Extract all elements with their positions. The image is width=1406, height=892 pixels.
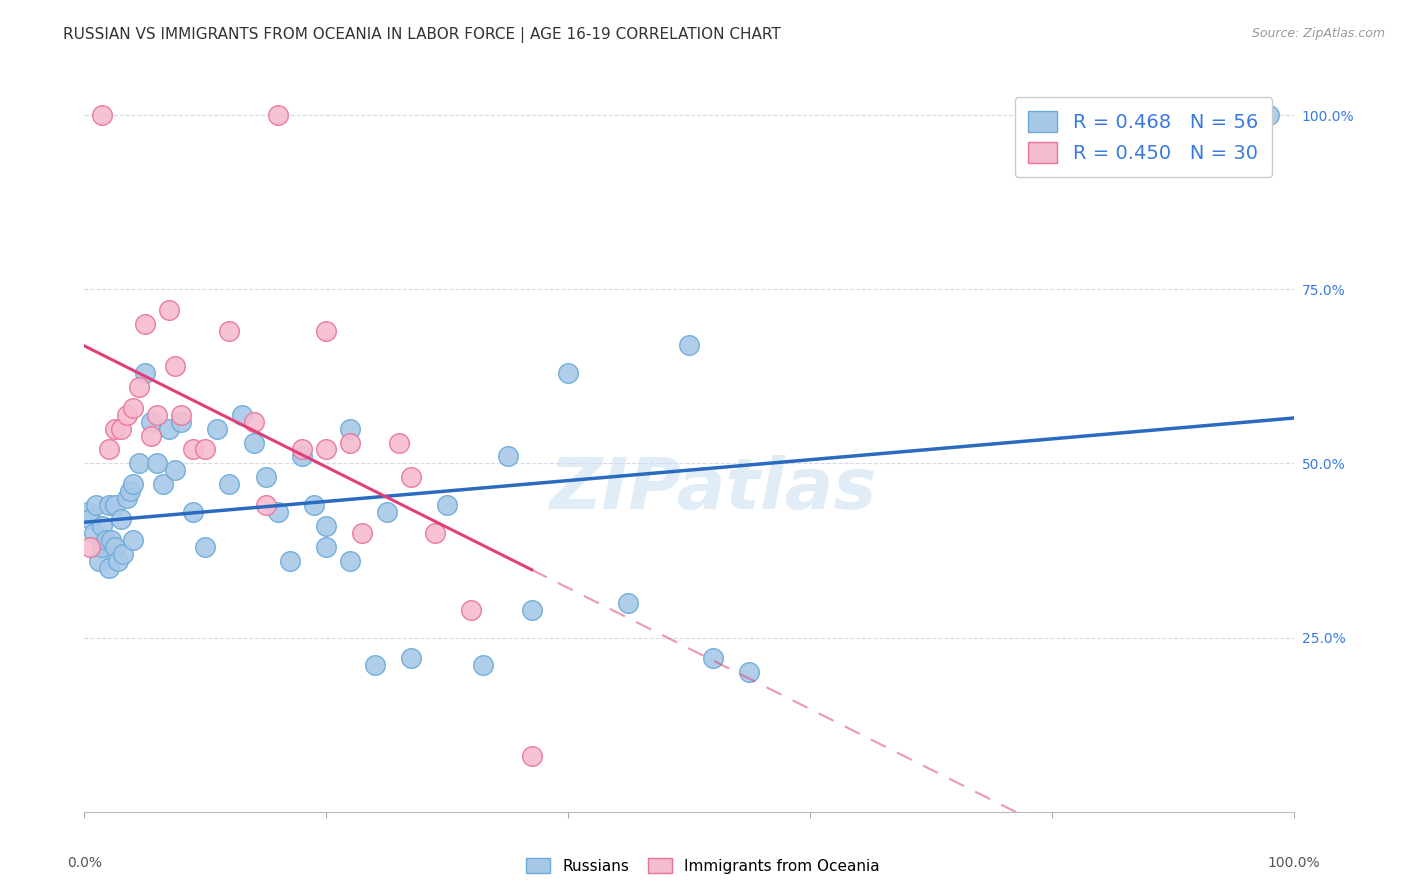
Point xyxy=(520,749,543,764)
Point xyxy=(267,505,290,519)
Point xyxy=(423,526,446,541)
Point xyxy=(291,442,314,457)
Point xyxy=(242,415,264,429)
Point xyxy=(339,435,361,450)
Text: ZIPatlas: ZIPatlas xyxy=(550,456,877,524)
Point xyxy=(267,108,290,122)
Point xyxy=(254,470,277,484)
Text: 0.0%: 0.0% xyxy=(67,855,101,870)
Point xyxy=(104,498,127,512)
Point xyxy=(738,665,761,680)
Point xyxy=(146,408,169,422)
Point xyxy=(339,554,361,568)
Point xyxy=(315,324,337,338)
Point xyxy=(165,359,187,373)
Point xyxy=(388,435,411,450)
Point xyxy=(242,435,264,450)
Text: 100.0%: 100.0% xyxy=(1267,855,1320,870)
Point xyxy=(104,421,127,435)
Point xyxy=(291,450,314,464)
Point xyxy=(399,651,422,665)
Point xyxy=(218,324,240,338)
Point xyxy=(207,421,229,435)
Point xyxy=(83,526,105,541)
Point xyxy=(315,519,337,533)
Point xyxy=(436,498,458,512)
Point xyxy=(194,442,217,457)
Point xyxy=(110,512,132,526)
Point xyxy=(520,603,543,617)
Point xyxy=(496,450,519,464)
Point xyxy=(97,561,120,575)
Point xyxy=(91,519,114,533)
Point xyxy=(254,498,277,512)
Point xyxy=(121,401,143,415)
Point xyxy=(115,491,138,506)
Point xyxy=(97,442,120,457)
Point xyxy=(120,484,142,499)
Point xyxy=(139,428,162,442)
Point xyxy=(139,415,162,429)
Point xyxy=(194,540,217,554)
Point xyxy=(128,457,150,471)
Legend: Russians, Immigrants from Oceania: Russians, Immigrants from Oceania xyxy=(520,852,886,880)
Point xyxy=(115,408,138,422)
Point xyxy=(399,470,422,484)
Point xyxy=(112,547,135,561)
Point xyxy=(91,540,114,554)
Point xyxy=(181,505,204,519)
Point xyxy=(157,303,180,318)
Point xyxy=(617,596,640,610)
Point xyxy=(557,366,579,380)
Point xyxy=(121,477,143,491)
Text: Source: ZipAtlas.com: Source: ZipAtlas.com xyxy=(1251,27,1385,40)
Point xyxy=(87,554,110,568)
Point xyxy=(1258,108,1281,122)
Point xyxy=(181,442,204,457)
Point xyxy=(94,533,117,547)
Point xyxy=(110,421,132,435)
Point xyxy=(339,421,361,435)
Point xyxy=(315,540,337,554)
Point xyxy=(315,442,337,457)
Point xyxy=(121,533,143,547)
Point xyxy=(91,108,114,122)
Point xyxy=(363,658,385,673)
Point xyxy=(278,554,301,568)
Point xyxy=(104,540,127,554)
Point xyxy=(134,317,156,331)
Point xyxy=(97,498,120,512)
Point xyxy=(678,338,700,352)
Point xyxy=(472,658,495,673)
Text: RUSSIAN VS IMMIGRANTS FROM OCEANIA IN LABOR FORCE | AGE 16-19 CORRELATION CHART: RUSSIAN VS IMMIGRANTS FROM OCEANIA IN LA… xyxy=(63,27,780,43)
Legend: R = 0.468   N = 56, R = 0.450   N = 30: R = 0.468 N = 56, R = 0.450 N = 30 xyxy=(1015,97,1271,177)
Point xyxy=(375,505,398,519)
Point xyxy=(157,421,180,435)
Point xyxy=(77,505,100,519)
Point xyxy=(352,526,374,541)
Point xyxy=(170,408,193,422)
Point xyxy=(302,498,325,512)
Point xyxy=(128,380,150,394)
Point xyxy=(218,477,240,491)
Point xyxy=(107,554,129,568)
Point xyxy=(165,463,187,477)
Point xyxy=(146,457,169,471)
Point xyxy=(86,498,108,512)
Point xyxy=(460,603,482,617)
Point xyxy=(134,366,156,380)
Point xyxy=(100,533,122,547)
Y-axis label: In Labor Force | Age 16-19: In Labor Force | Age 16-19 xyxy=(0,354,7,538)
Point xyxy=(231,408,253,422)
Point xyxy=(170,415,193,429)
Point xyxy=(702,651,724,665)
Point xyxy=(152,477,174,491)
Point xyxy=(79,540,101,554)
Point xyxy=(79,512,101,526)
